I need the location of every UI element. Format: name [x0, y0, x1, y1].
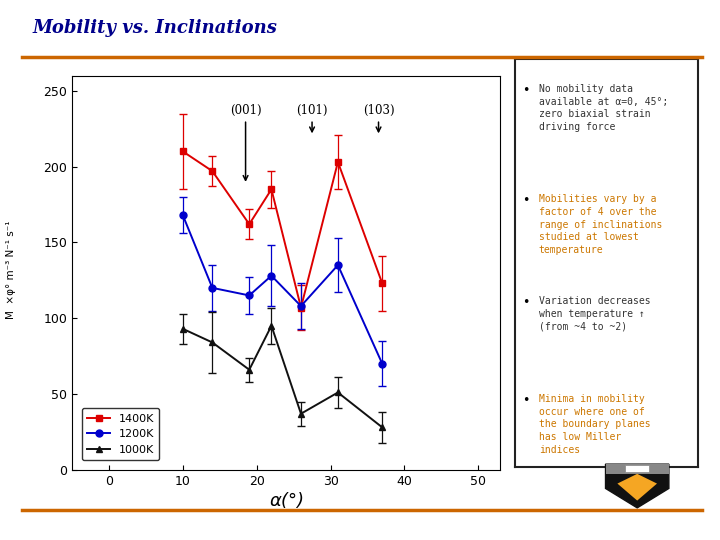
Text: •: • [522, 194, 529, 207]
Text: M  ×φ° m⁻³ N⁻¹ s⁻¹: M ×φ° m⁻³ N⁻¹ s⁻¹ [6, 221, 16, 319]
Text: •: • [522, 394, 529, 407]
Text: Variation decreases
when temperature ↑
(from ~4 to ~2): Variation decreases when temperature ↑ (… [539, 296, 650, 332]
Text: (103): (103) [363, 104, 395, 132]
Text: (001): (001) [230, 104, 261, 180]
Text: (101): (101) [297, 104, 328, 132]
Text: Mobility vs. Inclinations: Mobility vs. Inclinations [32, 19, 277, 37]
FancyBboxPatch shape [625, 465, 649, 472]
Text: •: • [522, 84, 529, 97]
Polygon shape [606, 464, 669, 508]
X-axis label: $\alpha$(°): $\alpha$(°) [269, 490, 304, 510]
Text: Minima in mobility
occur where one of
the boundary planes
has low Miller
indices: Minima in mobility occur where one of th… [539, 394, 650, 455]
Polygon shape [618, 474, 657, 501]
Text: Mobilities vary by a
factor of 4 over the
range of inclinations
studied at lowes: Mobilities vary by a factor of 4 over th… [539, 194, 662, 255]
Text: •: • [522, 296, 529, 309]
FancyBboxPatch shape [606, 464, 669, 474]
Legend: 1400K, 1200K, 1000K: 1400K, 1200K, 1000K [82, 408, 159, 460]
Text: No mobility data
available at α=0, 45°;
zero biaxial strain
driving force: No mobility data available at α=0, 45°; … [539, 84, 668, 132]
